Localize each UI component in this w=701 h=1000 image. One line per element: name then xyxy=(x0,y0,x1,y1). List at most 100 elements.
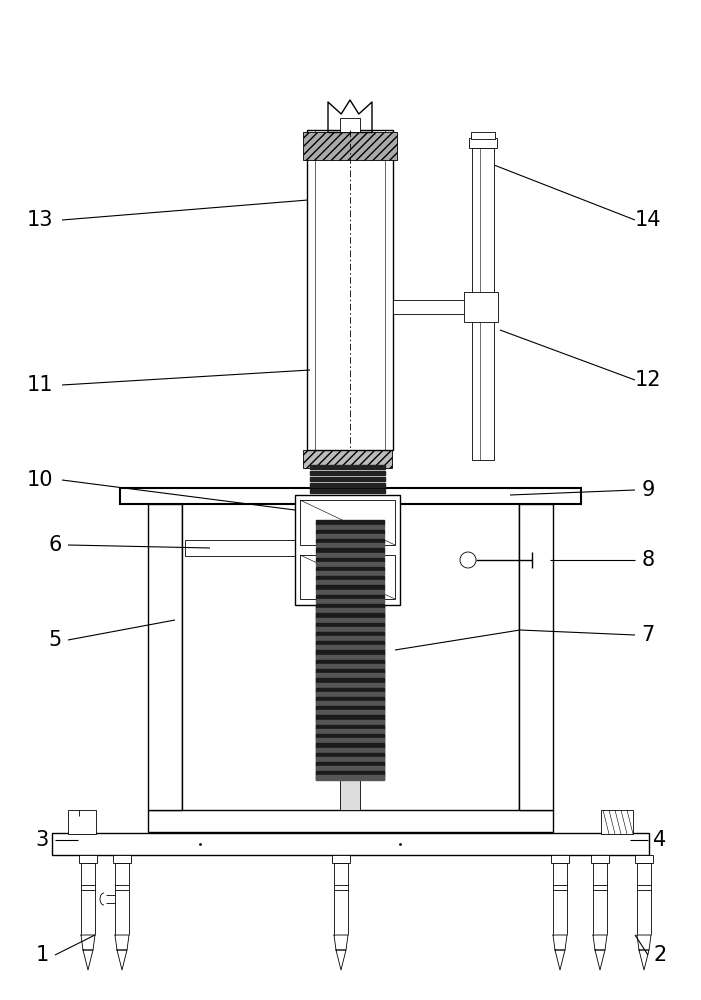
Bar xyxy=(79,855,97,863)
Polygon shape xyxy=(316,775,384,780)
Text: 8: 8 xyxy=(641,550,655,570)
Polygon shape xyxy=(316,682,384,687)
Bar xyxy=(635,855,653,863)
Polygon shape xyxy=(316,623,384,627)
Polygon shape xyxy=(316,632,384,636)
Bar xyxy=(393,300,472,314)
Polygon shape xyxy=(316,562,384,566)
Polygon shape xyxy=(316,552,384,557)
Polygon shape xyxy=(316,585,384,590)
Polygon shape xyxy=(316,660,384,664)
Polygon shape xyxy=(553,935,567,950)
Polygon shape xyxy=(316,595,384,599)
Polygon shape xyxy=(117,950,127,970)
Polygon shape xyxy=(316,738,384,742)
Polygon shape xyxy=(316,627,384,631)
Polygon shape xyxy=(316,688,384,692)
Polygon shape xyxy=(316,715,384,720)
Bar xyxy=(300,500,395,545)
Polygon shape xyxy=(316,655,384,659)
Polygon shape xyxy=(316,673,384,677)
Bar xyxy=(120,488,581,504)
Polygon shape xyxy=(316,636,384,640)
Polygon shape xyxy=(334,935,348,950)
Polygon shape xyxy=(316,669,384,673)
Polygon shape xyxy=(316,762,384,766)
Bar xyxy=(472,148,494,460)
Polygon shape xyxy=(316,743,384,748)
Text: 1: 1 xyxy=(35,945,48,965)
Polygon shape xyxy=(316,641,384,645)
Bar xyxy=(519,504,553,810)
Bar xyxy=(300,555,395,599)
Bar xyxy=(593,863,607,935)
Polygon shape xyxy=(310,477,385,481)
Polygon shape xyxy=(316,692,384,696)
Polygon shape xyxy=(316,706,384,710)
Polygon shape xyxy=(316,771,384,775)
Bar xyxy=(81,863,95,935)
Polygon shape xyxy=(316,720,384,724)
Polygon shape xyxy=(316,534,384,538)
Bar xyxy=(68,810,96,834)
Polygon shape xyxy=(316,729,384,733)
Bar xyxy=(469,138,497,148)
Polygon shape xyxy=(593,935,607,950)
Bar xyxy=(553,863,567,935)
Bar xyxy=(332,855,350,863)
Bar xyxy=(601,810,633,834)
Polygon shape xyxy=(316,766,384,770)
Polygon shape xyxy=(316,645,384,650)
Polygon shape xyxy=(316,576,384,580)
Polygon shape xyxy=(316,613,384,617)
Polygon shape xyxy=(81,935,95,950)
Polygon shape xyxy=(316,753,384,757)
Text: 9: 9 xyxy=(641,480,655,500)
Text: 7: 7 xyxy=(641,625,655,645)
Text: 14: 14 xyxy=(634,210,661,230)
Polygon shape xyxy=(316,748,384,752)
Polygon shape xyxy=(316,678,384,682)
Bar xyxy=(307,130,393,450)
Bar xyxy=(148,810,553,832)
Text: 4: 4 xyxy=(653,830,667,850)
Polygon shape xyxy=(316,664,384,668)
Bar xyxy=(185,540,303,556)
Polygon shape xyxy=(595,950,605,970)
Polygon shape xyxy=(316,530,384,534)
Polygon shape xyxy=(316,701,384,705)
Polygon shape xyxy=(310,489,385,493)
Text: 5: 5 xyxy=(48,630,62,650)
Bar xyxy=(340,780,360,810)
Polygon shape xyxy=(555,950,565,970)
Polygon shape xyxy=(115,935,129,950)
Polygon shape xyxy=(310,465,385,469)
Polygon shape xyxy=(316,520,384,525)
Polygon shape xyxy=(316,734,384,738)
Bar xyxy=(52,833,649,855)
Polygon shape xyxy=(316,650,384,655)
Polygon shape xyxy=(336,950,346,970)
Bar xyxy=(303,450,392,468)
Polygon shape xyxy=(316,548,384,552)
Polygon shape xyxy=(316,558,384,562)
Polygon shape xyxy=(316,571,384,575)
Text: 2: 2 xyxy=(653,945,667,965)
Polygon shape xyxy=(316,604,384,608)
Polygon shape xyxy=(310,483,385,487)
Polygon shape xyxy=(83,950,93,970)
Bar xyxy=(115,863,129,935)
Polygon shape xyxy=(316,608,384,612)
Text: 10: 10 xyxy=(27,470,53,490)
Bar xyxy=(637,863,651,935)
Polygon shape xyxy=(316,599,384,603)
Polygon shape xyxy=(316,539,384,543)
Bar xyxy=(591,855,609,863)
Bar xyxy=(551,855,569,863)
Text: 12: 12 xyxy=(634,370,661,390)
Bar xyxy=(340,118,360,132)
Polygon shape xyxy=(316,757,384,761)
Bar xyxy=(113,855,131,863)
Text: 3: 3 xyxy=(35,830,48,850)
Polygon shape xyxy=(316,580,384,585)
